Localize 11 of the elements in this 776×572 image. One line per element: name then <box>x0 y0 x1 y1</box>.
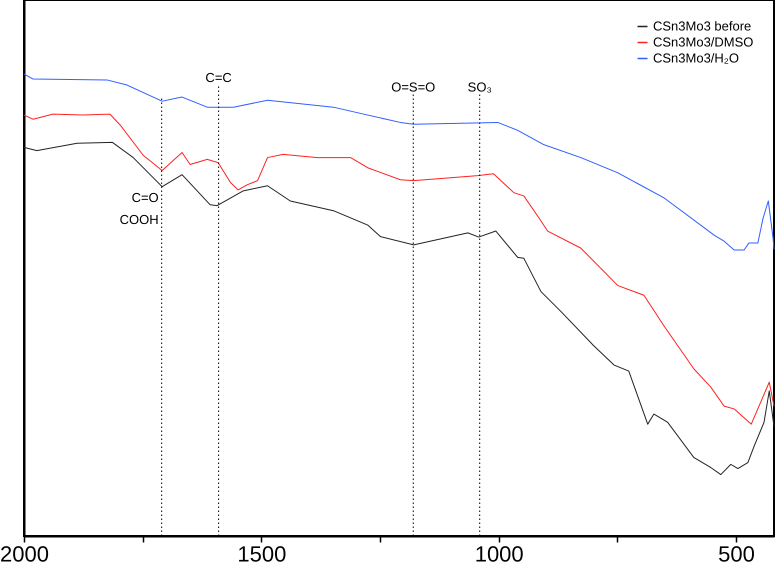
annotation: C=O COOH <box>120 190 159 227</box>
legend-label: CSn3Mo3/DMSO <box>653 34 754 50</box>
annotation: C=C <box>205 70 232 86</box>
x-tick-label: 2000 <box>0 542 49 566</box>
legend-label: CSn3Mo3 before <box>653 18 752 34</box>
annotation: SO₃ <box>468 79 492 94</box>
x-tick-label: 1500 <box>237 542 286 566</box>
x-tick-label: 500 <box>718 542 755 566</box>
x-tick-label: 1000 <box>474 542 524 566</box>
annotation: O=S=O <box>391 79 436 94</box>
legend-label: CSn3Mo3/H₂O <box>653 50 739 66</box>
